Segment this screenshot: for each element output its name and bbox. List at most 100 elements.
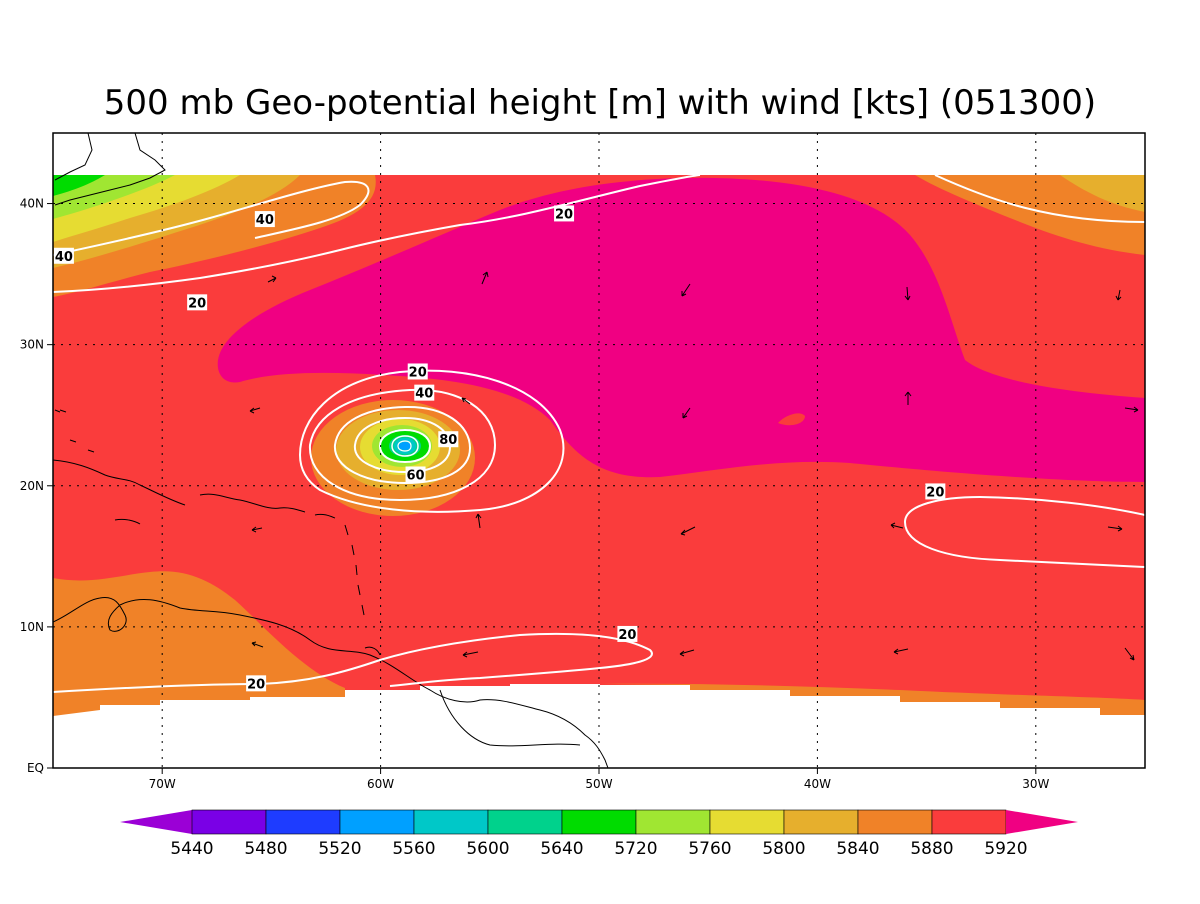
colorbar-swatch: [709, 809, 785, 835]
map-area: [53, 133, 1145, 768]
colorbar-swatch: [265, 809, 341, 835]
wind-arrow: [461, 397, 471, 405]
contour-40-nw: [53, 180, 370, 256]
contour-label: 20: [187, 294, 208, 311]
contour-label-text: 40: [55, 250, 73, 265]
contour-label: 20: [246, 675, 267, 692]
contour-label-box: [414, 384, 435, 401]
wind-arrow: [267, 275, 277, 283]
colorbar-swatch: [191, 809, 267, 835]
contour-label-box: [617, 625, 638, 642]
wind-arrow: [679, 649, 695, 657]
contour-label-box: [554, 205, 575, 222]
contour-label-text: 40: [256, 213, 274, 228]
wind-arrow: [904, 391, 912, 405]
contour-label-text: 20: [618, 628, 636, 643]
height-band-5840-south: [53, 571, 345, 716]
contour-inner-3: [397, 440, 412, 452]
colorbar-label: 5480: [244, 839, 287, 859]
contour-label-text: 20: [555, 207, 573, 222]
colorbar-label: 5840: [836, 839, 879, 859]
contour-20-north: [53, 174, 701, 293]
wind-arrow: [251, 526, 263, 533]
wind-arrow: [481, 271, 489, 285]
colorbar-label: 5560: [392, 839, 435, 859]
height-band-5920: [217, 177, 1145, 482]
contour-label-box: [405, 466, 426, 483]
x-axis: 70W 60W 50W 40W 30W: [149, 768, 1049, 791]
coastline-hispaniola: [199, 493, 306, 513]
colorbar-label: 5600: [466, 839, 509, 859]
contour-label-box: [407, 363, 428, 380]
colorbar-label: 5800: [762, 839, 805, 859]
wind-arrow: [462, 651, 479, 658]
colorbar-swatch: [561, 809, 637, 835]
contour-label-box: [925, 483, 946, 500]
contour-40-ne: [934, 174, 1145, 223]
contour-inner-2: [391, 435, 419, 457]
wind-arrow: [1115, 289, 1122, 301]
colorbar: 5440 5480 5520 5560 5600 5640 5720 5760 5800 5840…: [120, 809, 1078, 859]
y-axis: EQ 10N 20N 30N 40N: [20, 197, 53, 775]
coastline-cuba: [53, 459, 186, 506]
contour-label-box: [438, 431, 459, 448]
height-band-5840-ne: [915, 175, 1145, 255]
contour-label: 20: [407, 363, 428, 380]
colorbar-label: 5640: [540, 839, 583, 859]
contour-20-east: [903, 495, 1145, 568]
contour-label-text: 20: [188, 296, 206, 311]
x-tick-label: 40W: [804, 777, 831, 791]
colorbar-label: 5720: [614, 839, 657, 859]
x-tick-label: 60W: [367, 777, 394, 791]
contour-label: 20: [925, 483, 946, 500]
contour-labels: 40 40 20 20 20 40 80 60 20 20 20: [53, 205, 946, 692]
height-band-5720: [53, 175, 175, 219]
contour-label-text: 80: [439, 433, 457, 448]
height-band-5840-edge: [600, 683, 1145, 715]
contour-label: 80: [438, 431, 459, 448]
wind-arrow: [1124, 406, 1139, 413]
coastline-bahamas: [54, 409, 95, 453]
contour-label-text: 20: [247, 677, 265, 692]
y-tick-label: 20N: [20, 479, 44, 493]
colorbar-label: 5760: [688, 839, 731, 859]
chart-title: 500 mb Geo-potential height [m] with win…: [104, 83, 1096, 123]
coastline-lesser-antilles: [344, 524, 365, 616]
y-tick-label: EQ: [27, 761, 44, 775]
contour-label-box: [53, 247, 74, 264]
contour-label: 40: [53, 247, 74, 265]
wind-arrow: [680, 526, 696, 536]
coastline-jamaica: [114, 518, 141, 525]
colorbar-swatch: [413, 809, 489, 835]
height-band-5880-isle: [778, 413, 805, 426]
contour-label: 40: [254, 211, 275, 228]
y-tick-label: 10N: [20, 620, 44, 634]
colorbar-swatch: [339, 809, 415, 835]
wind-arrow: [475, 513, 482, 529]
colorbar-swatch: [783, 809, 859, 835]
contour-label-box: [254, 211, 275, 228]
coastline-north-america: [54, 133, 166, 206]
y-tick-label: 30N: [20, 338, 44, 352]
wind-arrow: [904, 286, 911, 301]
contour-label-text: 20: [926, 485, 944, 500]
wind-arrow: [890, 522, 904, 529]
coastline-trinidad: [364, 646, 381, 656]
x-tick-label: 50W: [585, 777, 612, 791]
height-band-5800-ne: [1060, 175, 1145, 212]
graticule: [53, 133, 1145, 768]
wind-arrow: [1124, 647, 1135, 661]
x-tick-label: 30W: [1022, 777, 1049, 791]
contour-label-box: [246, 675, 267, 692]
colorbar-label: 5440: [170, 839, 213, 859]
wind-arrow: [249, 407, 261, 414]
colorbar-swatch: [487, 809, 563, 835]
colorbar-swatch: [857, 809, 933, 835]
contour-label: 20: [554, 205, 575, 222]
wind-arrow: [1107, 525, 1123, 532]
contour-60-cyclone: [333, 405, 472, 485]
wind-arrow: [681, 283, 691, 297]
contour-label-text: 60: [406, 468, 424, 483]
